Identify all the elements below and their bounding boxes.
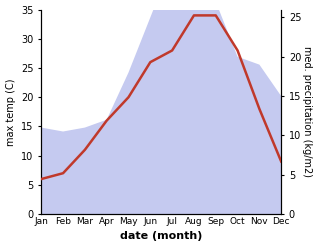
- Y-axis label: max temp (C): max temp (C): [5, 78, 16, 145]
- Y-axis label: med. precipitation (kg/m2): med. precipitation (kg/m2): [302, 46, 313, 177]
- X-axis label: date (month): date (month): [120, 231, 203, 242]
